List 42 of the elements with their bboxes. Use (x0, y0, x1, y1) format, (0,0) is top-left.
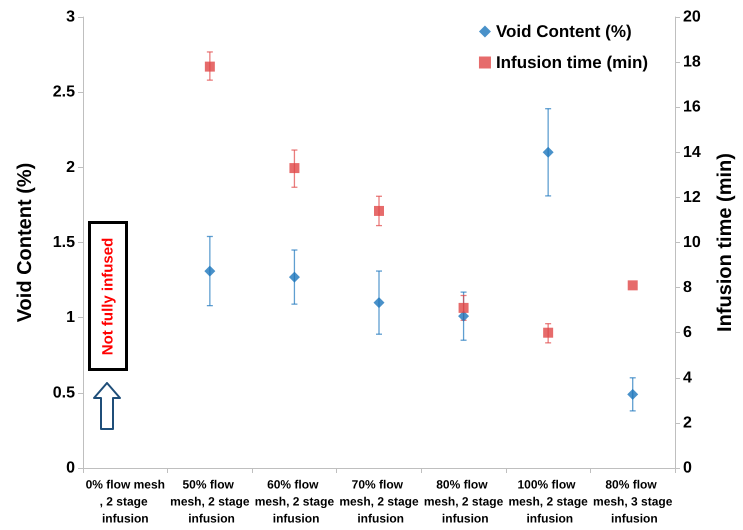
y-tick-label: 0.5 (52, 384, 76, 402)
x-tick-label: 100% flow mesh, 2 stage infusion (508, 478, 588, 526)
y2-tick-label: 8 (683, 279, 692, 296)
y-tick-label: 2 (66, 158, 76, 176)
y-tick-label: 1.5 (52, 234, 76, 251)
point (204, 266, 216, 277)
y2-tick-label: 10 (683, 234, 701, 251)
point (628, 280, 638, 290)
y2-tick-label: 20 (683, 8, 701, 26)
point (289, 163, 300, 174)
y-axis-title: Void Content (%) (14, 162, 36, 322)
y2-tick-label: 14 (683, 144, 701, 161)
y2-axis-title: Infusion time (min) (714, 153, 736, 332)
y-tick-label: 1 (66, 309, 76, 326)
point (204, 62, 215, 72)
y2-tick-label: 18 (683, 54, 701, 71)
point (374, 297, 384, 308)
y2-tick-label: 0 (683, 460, 692, 476)
x-tick-label: 70% flow mesh, 2 stage infusion (339, 478, 420, 526)
y-tick-label: 2.5 (52, 84, 76, 101)
point (374, 206, 384, 216)
point (542, 146, 554, 158)
text-box: Not fully infused (88, 221, 128, 371)
x-tick-label: 0% flow mesh, 2 stage infusion (86, 478, 165, 526)
point (543, 328, 554, 338)
point (288, 272, 300, 283)
y-tick-label: 3 (66, 8, 76, 26)
y2-tick-label: 12 (683, 188, 701, 206)
x-tick-label: 80% flow mesh, 3 stage infusion (593, 478, 673, 526)
point (627, 388, 638, 400)
legend-label: Void Content (%) (496, 22, 632, 41)
y-tick-label: 0 (66, 460, 76, 476)
y2-tick-label: 2 (683, 414, 692, 432)
x-tick-label: 60% flow mesh, 2 stage infusion (254, 478, 334, 526)
y2-tick-label: 6 (683, 324, 692, 342)
point (458, 302, 469, 313)
x-tick-label: 50% flow mesh, 2 stage infusion (170, 478, 250, 526)
x-tick-label: 80% flow mesh, 2 stage infusion (424, 478, 504, 526)
annotation: Not fully infused (100, 237, 116, 355)
y2-tick-label: 16 (683, 98, 701, 116)
legend-label: Infusion time (min) (496, 53, 648, 72)
y2-tick-label: 4 (683, 369, 692, 386)
